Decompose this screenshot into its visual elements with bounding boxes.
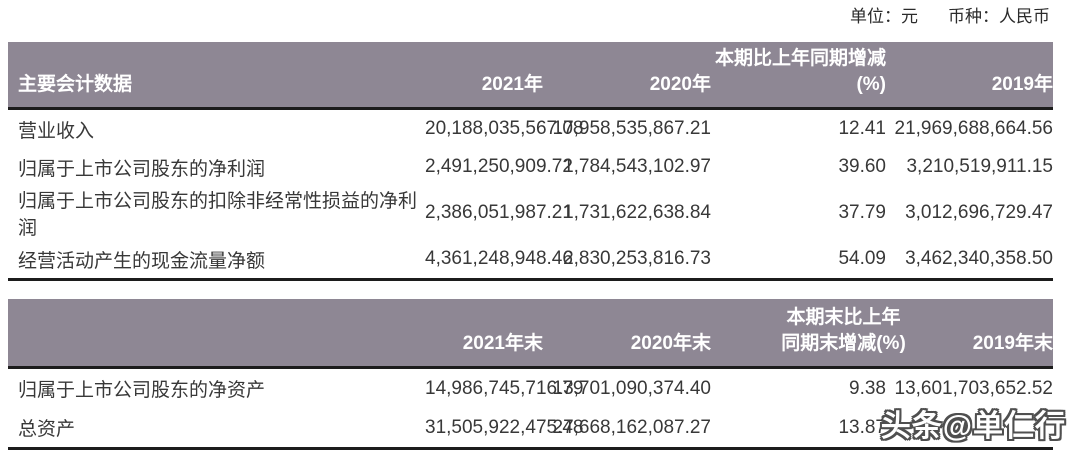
- unit-currency-line: 单位：元 币种：人民币: [0, 0, 1080, 28]
- table2-header-2020-end: 2020年末: [543, 299, 711, 369]
- row-label: 归属于上市公司股东的净资产: [18, 380, 266, 401]
- value-change-pct: 54.09: [711, 240, 886, 281]
- value-change-pct: 12.41: [838, 118, 886, 139]
- table-row-operating-revenue: 营业收入 20,188,035,567.08 17,958,535,867.21…: [8, 109, 1053, 149]
- period-end-data-table: 2021年末 2020年末 本期末比上年 同期末增减(%) 2019年末 归属于…: [8, 299, 1053, 450]
- table2-header-row: 2021年末 2020年末 本期末比上年 同期末增减(%) 2019年末: [8, 299, 1053, 369]
- value-2021-end: 14,986,745,716.79: [425, 377, 584, 399]
- table2-header-main-label: [8, 299, 425, 369]
- value-2020: 2,830,253,816.73: [543, 240, 711, 281]
- value-2019-end: 13,601,703,652.52: [894, 377, 1054, 399]
- value-2020: 1,731,622,638.84: [563, 202, 711, 223]
- value-2020: 17,958,535,867.21: [552, 118, 712, 139]
- table-row-operating-cash-flow: 经营活动产生的现金流量净额 4,361,248,948.46 2,830,253…: [8, 240, 1053, 281]
- value-2021-end: 31,505,922,475.48: [425, 408, 584, 450]
- table2-header-change-line2: 同期末增减(%): [781, 333, 906, 354]
- value-2021: 4,361,248,948.46: [425, 240, 573, 281]
- table2-header-2021-end: 2021年末: [425, 299, 543, 369]
- table-row-net-assets: 归属于上市公司股东的净资产 14,986,745,716.79 13,701,0…: [8, 368, 1053, 409]
- table-row-net-profit-excl-nonrecurring: 归属于上市公司股东的扣除非经常性损益的净利润 2,386,051,987.21 …: [8, 186, 1053, 240]
- table-row-total-assets: 总资产 31,505,922,475.48 27,668,162,087.27 …: [8, 408, 1053, 450]
- table1-header-2020: 2020年: [543, 42, 711, 110]
- key-accounting-data-table: 主要会计数据 2021年 2020年 本期比上年同期增减 (%) 2019年 营…: [8, 42, 1053, 281]
- value-2019: 3,210,519,911.15: [906, 156, 1053, 177]
- table1-header-main-label: 主要会计数据: [8, 42, 425, 110]
- table2-header-2019-end: 2019年末: [886, 299, 1053, 369]
- row-label: 归属于上市公司股东的净利润: [18, 158, 266, 180]
- table2-header-change: 本期末比上年 同期末增减(%): [711, 299, 906, 369]
- value-change-pct: 13.87: [711, 408, 886, 450]
- table1-header-2021: 2021年: [425, 42, 543, 110]
- value-2021: 20,188,035,567.08: [425, 118, 584, 139]
- value-2021: 2,491,250,909.72: [425, 156, 573, 177]
- currency-label: 币种：人民币: [948, 7, 1050, 26]
- table-row-net-profit: 归属于上市公司股东的净利润 2,491,250,909.72 1,784,543…: [8, 148, 1053, 186]
- table1-header-row: 主要会计数据 2021年 2020年 本期比上年同期增减 (%) 2019年: [8, 42, 1053, 110]
- value-2019: 3,012,696,729.47: [905, 202, 1053, 223]
- value-2019-end-obscured: [886, 408, 1053, 450]
- unit-label: 单位：元: [850, 7, 918, 26]
- row-label: 经营活动产生的现金流量净额: [8, 240, 425, 281]
- value-2021: 2,386,051,987.21: [425, 202, 573, 223]
- watermark: 头条@单仁行: [880, 410, 1066, 443]
- value-2020-end: 27,668,162,087.27: [543, 408, 711, 450]
- value-change-pct: 37.79: [838, 202, 886, 223]
- value-change-pct: 9.38: [849, 377, 886, 399]
- table2-header-change-line1: 本期末比上年: [786, 307, 901, 328]
- value-2019: 3,462,340,358.50: [886, 240, 1053, 281]
- row-label: 总资产: [8, 408, 425, 450]
- table1-header-change-line1: 本期比上年同期增减: [714, 48, 886, 69]
- value-2019: 21,969,688,664.56: [894, 118, 1054, 139]
- row-label: 归属于上市公司股东的扣除非经常性损益的净利润: [18, 191, 418, 239]
- value-2020: 1,784,543,102.97: [563, 156, 711, 177]
- table1-header-2019: 2019年: [886, 42, 1053, 110]
- row-label: 营业收入: [18, 120, 95, 142]
- table1-header-change-line2: (%): [856, 74, 886, 95]
- table1-header-change: 本期比上年同期增减 (%): [711, 42, 886, 110]
- value-change-pct: 39.60: [838, 156, 886, 177]
- value-2020-end: 13,701,090,374.40: [552, 377, 712, 399]
